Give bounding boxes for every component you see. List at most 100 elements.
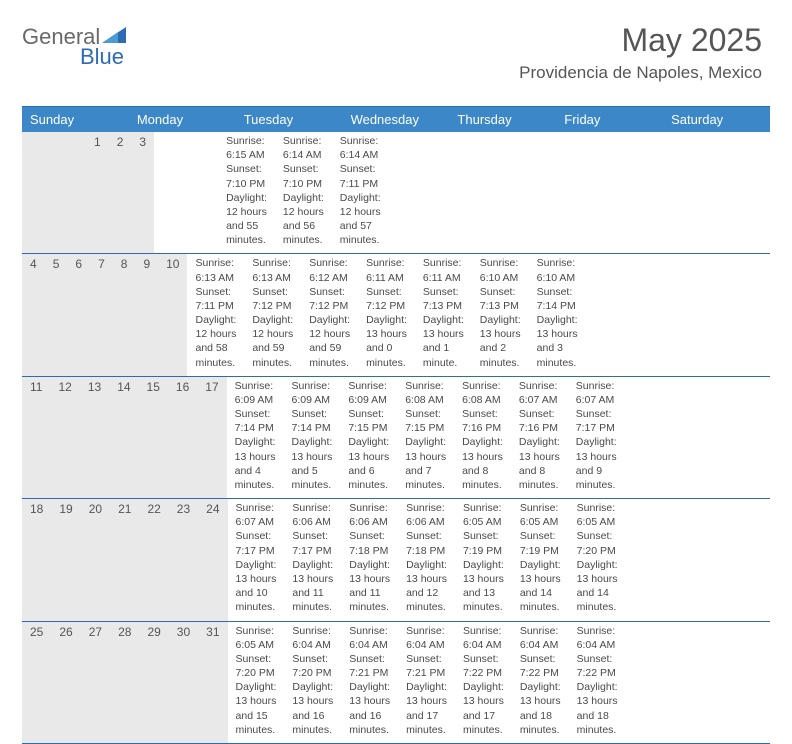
sunset-text: Sunset: 7:18 PM [349,529,390,557]
day-details: Sunrise: 6:14 AMSunset: 7:10 PMDaylight:… [275,132,332,253]
day-details: Sunrise: 6:05 AMSunset: 7:20 PMDaylight:… [569,499,626,620]
calendar-week: 18192021222324Sunrise: 6:07 AMSunset: 7:… [22,499,770,621]
day-number: 2 [109,132,132,253]
sunset-text: Sunset: 7:16 PM [519,407,560,435]
day-number: 15 [139,377,168,498]
day-details [170,132,186,253]
day-number: 13 [80,377,109,498]
sunset-text: Sunset: 7:20 PM [292,652,333,680]
header-title: May 2025 Providencia de Napoles, Mexico [519,22,762,83]
details-row: Sunrise: 6:05 AMSunset: 7:20 PMDaylight:… [228,622,626,743]
daylight-text: Daylight: 12 hours and 59 minutes. [252,313,293,370]
day-number: 27 [81,622,110,743]
day-details: Sunrise: 6:04 AMSunset: 7:22 PMDaylight:… [512,622,569,743]
day-details: Sunrise: 6:09 AMSunset: 7:14 PMDaylight:… [283,377,340,498]
sunset-text: Sunset: 7:15 PM [405,407,446,435]
sunset-text: Sunset: 7:15 PM [348,407,389,435]
sunrise-text: Sunrise: 6:06 AM [406,501,447,529]
daylight-text: Daylight: 13 hours and 11 minutes. [349,558,390,615]
sunrise-text: Sunrise: 6:04 AM [520,624,561,652]
logo: General Blue [22,24,128,50]
sunrise-text: Sunrise: 6:07 AM [576,379,617,407]
details-row: Sunrise: 6:07 AMSunset: 7:17 PMDaylight:… [228,499,626,620]
sunrise-text: Sunrise: 6:09 AM [235,379,276,407]
sunrise-text: Sunrise: 6:06 AM [349,501,390,529]
daylight-text: Daylight: 13 hours and 4 minutes. [235,435,276,492]
daylight-text: Daylight: 13 hours and 1 minute. [423,313,464,370]
sunrise-text: Sunrise: 6:05 AM [577,501,618,529]
day-details: Sunrise: 6:12 AMSunset: 7:12 PMDaylight:… [301,254,358,375]
day-details: Sunrise: 6:10 AMSunset: 7:14 PMDaylight:… [529,254,586,375]
day-number [38,132,54,253]
day-details: Sunrise: 6:09 AMSunset: 7:15 PMDaylight:… [340,377,397,498]
sunset-text: Sunset: 7:22 PM [577,652,618,680]
daylight-text: Daylight: 13 hours and 17 minutes. [463,680,504,737]
day-details: Sunrise: 6:11 AMSunset: 7:12 PMDaylight:… [358,254,415,375]
sunrise-text: Sunrise: 6:04 AM [463,624,504,652]
day-header-sun: Sunday [22,107,129,132]
daylight-text: Daylight: 12 hours and 58 minutes. [195,313,236,370]
day-number [70,132,86,253]
day-details: Sunrise: 6:04 AMSunset: 7:20 PMDaylight:… [284,622,341,743]
sunset-text: Sunset: 7:13 PM [423,285,464,313]
daylight-text: Daylight: 13 hours and 14 minutes. [577,558,618,615]
sunset-text: Sunset: 7:18 PM [406,529,447,557]
day-header-tue: Tuesday [236,107,343,132]
daynum-row: 123 [22,132,154,253]
daylight-text: Daylight: 13 hours and 8 minutes. [519,435,560,492]
day-details: Sunrise: 6:13 AMSunset: 7:12 PMDaylight:… [244,254,301,375]
sunrise-text: Sunrise: 6:13 AM [252,256,293,284]
details-row: Sunrise: 6:13 AMSunset: 7:11 PMDaylight:… [187,254,585,375]
sunset-text: Sunset: 7:12 PM [252,285,293,313]
daylight-text: Daylight: 13 hours and 18 minutes. [577,680,618,737]
daylight-text: Daylight: 13 hours and 3 minutes. [537,313,578,370]
day-number: 21 [110,499,139,620]
day-number: 19 [51,499,80,620]
day-details: Sunrise: 6:05 AMSunset: 7:20 PMDaylight:… [228,622,285,743]
day-number: 7 [90,254,113,375]
sunrise-text: Sunrise: 6:07 AM [519,379,560,407]
daylight-text: Daylight: 13 hours and 18 minutes. [520,680,561,737]
sunset-text: Sunset: 7:19 PM [520,529,561,557]
day-details [154,132,170,253]
sunset-text: Sunset: 7:22 PM [463,652,504,680]
sunrise-text: Sunrise: 6:05 AM [463,501,504,529]
day-number: 4 [22,254,45,375]
sunset-text: Sunset: 7:14 PM [235,407,276,435]
calendar-week: 123Sunrise: 6:15 AMSunset: 7:10 PMDaylig… [22,132,770,254]
sunset-text: Sunset: 7:17 PM [292,529,333,557]
daylight-text: Daylight: 12 hours and 56 minutes. [283,191,324,248]
day-number: 17 [197,377,226,498]
sunset-text: Sunset: 7:11 PM [340,162,381,190]
day-number: 23 [169,499,198,620]
daylight-text: Daylight: 12 hours and 55 minutes. [226,191,267,248]
daynum-row: 18192021222324 [22,499,228,620]
day-details: Sunrise: 6:04 AMSunset: 7:22 PMDaylight:… [569,622,626,743]
sunset-text: Sunset: 7:14 PM [291,407,332,435]
daylight-text: Daylight: 13 hours and 9 minutes. [576,435,617,492]
day-details: Sunrise: 6:06 AMSunset: 7:18 PMDaylight:… [398,499,455,620]
sunrise-text: Sunrise: 6:05 AM [236,624,277,652]
sunrise-text: Sunrise: 6:11 AM [366,256,407,284]
logo-text-blue: Blue [80,44,124,70]
sunrise-text: Sunrise: 6:09 AM [348,379,389,407]
day-number: 3 [131,132,154,253]
sunset-text: Sunset: 7:14 PM [537,285,578,313]
day-number: 11 [22,377,50,498]
day-number: 28 [110,622,139,743]
daylight-text: Daylight: 12 hours and 59 minutes. [309,313,350,370]
day-number: 10 [158,254,187,375]
daylight-text: Daylight: 13 hours and 17 minutes. [406,680,447,737]
sunrise-text: Sunrise: 6:10 AM [537,256,578,284]
day-header-sat: Saturday [663,107,770,132]
sunrise-text: Sunrise: 6:08 AM [405,379,446,407]
daylight-text: Daylight: 13 hours and 8 minutes. [462,435,503,492]
day-number: 22 [139,499,168,620]
day-headers-row: Sunday Monday Tuesday Wednesday Thursday… [22,107,770,132]
daylight-text: Daylight: 13 hours and 16 minutes. [292,680,333,737]
day-details: Sunrise: 6:07 AMSunset: 7:16 PMDaylight:… [511,377,568,498]
day-number: 9 [135,254,158,375]
details-row: Sunrise: 6:09 AMSunset: 7:14 PMDaylight:… [227,377,625,498]
daylight-text: Daylight: 13 hours and 11 minutes. [292,558,333,615]
day-details: Sunrise: 6:04 AMSunset: 7:21 PMDaylight:… [341,622,398,743]
